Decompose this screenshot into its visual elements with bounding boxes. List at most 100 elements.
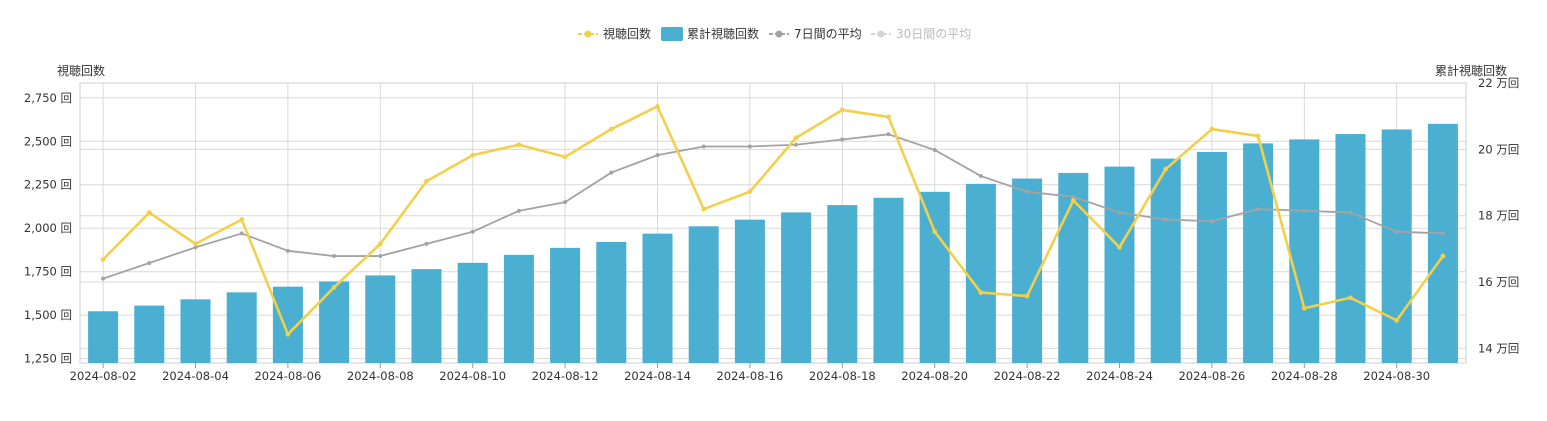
y-right-tick-label-180000: 18 万回 [1478, 209, 1519, 223]
point-views-2024-08-22 [1024, 293, 1030, 299]
plot-frame [79, 82, 1467, 364]
point-views-2024-08-10 [470, 152, 476, 158]
x-tick-label-5: 2024-08-12 [532, 369, 599, 383]
bar-2024-08-27 [1243, 143, 1274, 363]
y-left-tick-label-1750: 1,750 回 [24, 265, 72, 279]
point-7day-average-2024-08-10 [470, 229, 475, 234]
bar-2024-08-23 [1058, 172, 1089, 363]
bar-2024-08-15 [688, 226, 719, 363]
legend-marker-7day [775, 30, 783, 38]
bar-2024-08-07 [319, 281, 350, 363]
bar-2024-08-19 [873, 197, 904, 363]
point-views-2024-08-20 [932, 229, 938, 235]
point-views-2024-08-21 [978, 290, 984, 295]
point-7day-average-2024-08-31 [1440, 231, 1445, 236]
y-left-tick-label-2000: 2,000 回 [24, 221, 72, 235]
bar-2024-08-21 [965, 183, 996, 363]
y-right-tick-label-200000: 20 万回 [1478, 142, 1519, 156]
x-tick-label-6: 2024-08-14 [624, 369, 691, 383]
y-left-tick-label-1250: 1,250 回 [24, 352, 72, 366]
point-7day-average-2024-08-20 [932, 147, 937, 152]
legend-marker-views [584, 30, 592, 38]
point-views-2024-08-12 [562, 154, 568, 160]
y-left-tick-label-1500: 1,500 回 [24, 308, 72, 322]
point-views-2024-08-14 [655, 104, 660, 109]
y-right-axis-title: 累計視聴回数 [1435, 63, 1507, 78]
point-views-2024-08-19 [886, 114, 891, 120]
bar-2024-08-31 [1427, 123, 1458, 363]
point-7day-average-2024-08-14 [655, 153, 660, 158]
bar-2024-08-14 [642, 233, 673, 363]
point-views-2024-08-11 [516, 142, 522, 148]
bar-2024-08-16 [734, 219, 765, 363]
y-left-tick-label-2750: 2,750 回 [24, 91, 72, 105]
point-7day-average-2024-08-25 [1163, 217, 1168, 222]
x-tick-label-7: 2024-08-16 [716, 369, 783, 383]
legend-label-30day: 30日間の平均 [896, 27, 971, 41]
point-views-2024-08-16 [747, 189, 753, 195]
point-7day-average-2024-08-05 [239, 231, 244, 236]
point-7day-average-2024-08-29 [1348, 210, 1353, 215]
x-tick-label-14: 2024-08-30 [1363, 369, 1430, 383]
bar-2024-08-08 [365, 275, 396, 363]
point-7day-average-2024-08-13 [609, 170, 614, 175]
point-7day-average-2024-08-04 [193, 245, 198, 250]
bar-2024-08-22 [1012, 178, 1043, 363]
bar-2024-08-10 [457, 262, 488, 363]
point-views-2024-08-25 [1163, 166, 1169, 172]
point-7day-average-2024-08-18 [840, 137, 845, 142]
point-7day-average-2024-08-03 [147, 261, 152, 265]
chart-legend: 視聴回数 累計視聴回数 7日間の平均 30日間の平均 [578, 26, 971, 41]
legend-marker-30day [877, 30, 885, 38]
point-7day-average-2024-08-12 [563, 200, 568, 205]
axis-labels: 1,250 回 1,500 回 1,750 回 2,000 回 2,250 回 2,500… [24, 76, 1519, 383]
legend-label-cumulative: 累計視聴回数 [687, 26, 759, 41]
point-7day-average-2024-08-09 [424, 241, 429, 246]
point-7day-average-2024-08-07 [332, 254, 337, 259]
y-left-axis-title: 視聴回数 [57, 63, 105, 78]
legend-item-7day-average[interactable]: 7日間の平均 [769, 27, 862, 41]
point-7day-average-2024-08-27 [1256, 207, 1261, 212]
point-7day-average-2024-08-15 [701, 144, 706, 149]
legend-label-7day: 7日間の平均 [794, 27, 862, 41]
point-views-2024-08-31 [1440, 253, 1446, 259]
bar-2024-08-25 [1150, 158, 1181, 363]
x-tick-label-12: 2024-08-26 [1178, 369, 1245, 383]
x-tick-label-11: 2024-08-24 [1086, 369, 1153, 383]
x-tick-label-10: 2024-08-22 [994, 369, 1061, 383]
legend-item-views[interactable]: 視聴回数 [578, 26, 651, 41]
x-tick-label-4: 2024-08-10 [439, 369, 506, 383]
point-7day-average-2024-08-24 [1117, 210, 1122, 215]
point-7day-average-2024-08-11 [516, 208, 521, 213]
bar-2024-08-02 [88, 311, 119, 363]
point-views-2024-08-03 [146, 210, 152, 215]
bar-2024-08-11 [503, 254, 534, 363]
legend-item-cumulative[interactable]: 累計視聴回数 [661, 26, 759, 41]
bar-2024-08-20 [919, 191, 950, 363]
point-views-2024-08-05 [239, 217, 245, 222]
bar-2024-08-24 [1104, 166, 1135, 363]
line-series [100, 104, 1446, 337]
x-tick-label-2: 2024-08-06 [254, 369, 321, 383]
legend-swatch-cumulative [661, 27, 683, 41]
point-views-2024-08-29 [1348, 295, 1353, 301]
bar-2024-08-18 [827, 205, 858, 363]
point-views-2024-08-17 [793, 135, 799, 141]
line-views [102, 105, 1444, 336]
legend-item-30day-average[interactable]: 30日間の平均 [871, 27, 971, 41]
point-7day-average-2024-08-22 [1025, 189, 1030, 194]
point-views-2024-08-13 [608, 126, 614, 132]
point-7day-average-2024-08-02 [101, 276, 106, 281]
point-views-2024-08-08 [377, 241, 383, 247]
point-7day-average-2024-08-16 [747, 144, 752, 149]
y-right-tick-label-140000: 14 万回 [1478, 341, 1519, 355]
bar-series-cumulative [88, 123, 1458, 363]
point-views-2024-08-23 [1070, 197, 1076, 203]
point-views-2024-08-04 [193, 241, 198, 247]
point-7day-average-2024-08-21 [978, 174, 983, 179]
x-tick-label-0: 2024-08-02 [70, 369, 137, 383]
point-views-2024-08-30 [1394, 317, 1400, 323]
point-7day-average-2024-08-17 [794, 142, 799, 147]
